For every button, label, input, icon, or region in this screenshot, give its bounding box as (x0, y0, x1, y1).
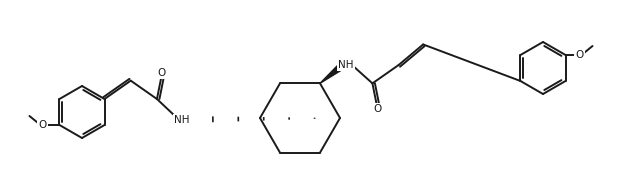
Text: O: O (158, 68, 166, 78)
Polygon shape (320, 66, 341, 83)
Text: O: O (38, 120, 47, 130)
Text: NH: NH (174, 115, 189, 125)
Text: O: O (374, 104, 382, 114)
Text: NH: NH (174, 115, 189, 125)
Text: O: O (575, 50, 583, 60)
Text: NH: NH (338, 60, 354, 70)
